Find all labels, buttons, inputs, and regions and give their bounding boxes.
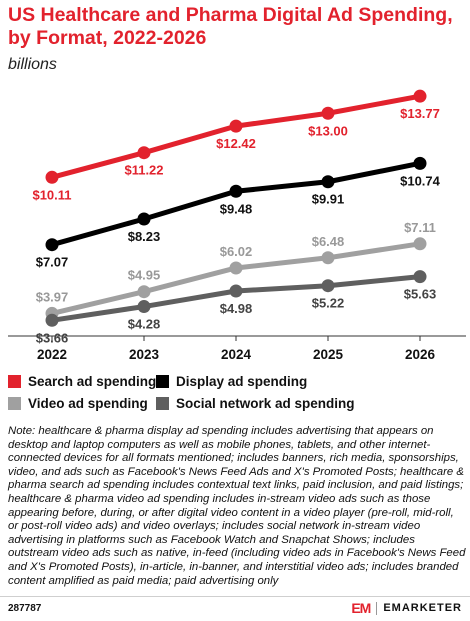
point-social-network-ad-spending-2024 [229,284,243,298]
legend-swatch-display [156,375,169,388]
legend-swatch-social [156,397,169,410]
point-display-ad-spending-2023 [137,212,151,226]
point-video-ad-spending-2025 [321,251,335,265]
point-search-ad-spending-2024 [229,119,243,133]
data-label-video-ad-spending-2023: $4.95 [128,268,161,283]
data-label-search-ad-spending-2025: $13.00 [308,123,348,138]
chart-subtitle: billions [8,56,57,73]
data-label-social-network-ad-spending-2024: $4.98 [220,301,253,316]
legend-swatch-video [8,397,21,410]
data-label-search-ad-spending-2024: $12.42 [216,136,256,151]
legend-swatch-search [8,375,21,388]
x-tick-label-2025: 2025 [313,347,344,362]
data-label-video-ad-spending-2026: $7.11 [404,220,436,235]
point-video-ad-spending-2023 [137,285,151,299]
x-tick-label-2023: 2023 [129,347,160,362]
x-tick-label-2022: 2022 [37,347,67,362]
data-label-video-ad-spending-2022: $3.97 [36,289,69,304]
data-label-search-ad-spending-2023: $11.22 [124,163,163,178]
data-label-display-ad-spending-2026: $10.74 [400,173,441,188]
legend-item-video: Video ad spending [8,396,148,411]
point-display-ad-spending-2026 [413,156,427,170]
data-label-social-network-ad-spending-2026: $5.63 [404,287,437,302]
point-display-ad-spending-2024 [229,184,243,198]
point-search-ad-spending-2026 [413,89,427,103]
data-label-video-ad-spending-2025: $6.48 [312,234,345,249]
line-chart: 2022 2023 2024 2025 2026 $10.11 $11.22 $12.42 $1… [8,89,466,362]
data-label-social-network-ad-spending-2025: $5.22 [312,296,345,311]
brand-name: EMARKETER [383,602,462,614]
point-social-network-ad-spending-2022 [45,313,59,327]
data-label-display-ad-spending-2025: $9.91 [312,192,345,207]
data-label-video-ad-spending-2024: $6.02 [220,244,253,259]
point-search-ad-spending-2023 [137,146,151,160]
point-search-ad-spending-2025 [321,106,335,120]
legend-item-display: Display ad spending [156,374,307,389]
legend-item-social: Social network ad spending [156,396,355,411]
point-social-network-ad-spending-2026 [413,270,427,284]
brand-logo-icon: EM [351,600,371,616]
data-label-display-ad-spending-2023: $8.23 [128,229,161,244]
chart-title: US Healthcare and Pharma Digital Ad Spen… [8,4,453,49]
point-social-network-ad-spending-2023 [137,300,151,314]
data-label-search-ad-spending-2022: $10.11 [32,187,71,202]
data-label-search-ad-spending-2026: $13.77 [400,106,440,121]
x-tick-label-2026: 2026 [405,347,436,362]
legend-label-social: Social network ad spending [176,396,355,411]
point-search-ad-spending-2022 [45,170,59,184]
brand-divider [376,601,378,615]
point-video-ad-spending-2024 [229,261,243,275]
legend-label-display: Display ad spending [176,374,308,389]
legend-item-search: Search ad spending [8,374,156,389]
footer-divider [0,596,470,597]
data-label-social-network-ad-spending-2023: $4.28 [128,317,161,332]
data-label-display-ad-spending-2024: $9.48 [220,201,253,216]
point-social-network-ad-spending-2025 [321,279,335,293]
brand: EM EMARKETER [351,600,462,616]
point-display-ad-spending-2022 [45,238,59,252]
point-display-ad-spending-2025 [321,175,335,189]
data-label-display-ad-spending-2022: $7.07 [36,255,69,270]
x-tick-label-2024: 2024 [221,347,252,362]
chart-note: Note: healthcare & pharma display ad spe… [8,425,466,587]
data-label-social-network-ad-spending-2022: $3.66 [36,330,69,345]
legend-label-search: Search ad spending [28,374,157,389]
point-video-ad-spending-2026 [413,237,427,251]
chart-id: 287787 [8,603,42,614]
legend-label-video: Video ad spending [28,396,148,411]
